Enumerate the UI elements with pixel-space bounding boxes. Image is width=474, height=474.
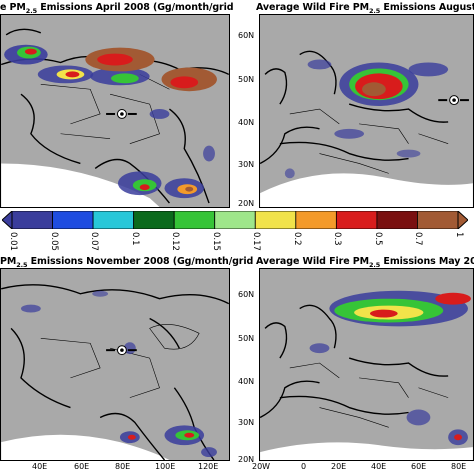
map-bottom-right (260, 290, 473, 460)
map-panel-top-right (259, 14, 474, 208)
colorbar-tick-label: 0.3 (332, 232, 343, 246)
y-tick-br-4: 20N (238, 455, 255, 464)
colorbar-segments (11, 211, 459, 229)
x-tick-bl-4: 120E (198, 462, 219, 471)
colorbar-tick-label: 0.7 (413, 232, 424, 246)
y-tick-tr-1: 50N (238, 75, 255, 84)
colorbar-tick-label: 0.07 (89, 232, 100, 251)
colorbar-tick-label: 0.05 (48, 232, 59, 251)
x-tick-bl-0: 40E (32, 462, 48, 471)
colorbar-segment (417, 211, 459, 229)
colorbar-tick-label: 0.17 (251, 232, 262, 251)
colorbar-tick-label: 0.1 (129, 232, 140, 246)
colorbar-segment (295, 211, 337, 229)
panel-title-bottom-left: PM2.5 Emissions November 2008 (Gg/month/… (0, 256, 254, 269)
target-marker-icon (106, 109, 137, 119)
map-top-right (260, 50, 473, 207)
colorbar-tick-label: 0.01 (8, 232, 18, 251)
colorbar-tick-label: 1 (454, 232, 464, 238)
x-tick-br-2: 20E (331, 462, 347, 471)
map-panel-bottom-left (0, 268, 230, 461)
target-marker-icon (106, 345, 137, 356)
x-tick-bl-3: 100E (155, 462, 176, 471)
colorbar-tick-label: 0.15 (210, 232, 221, 251)
y-tick-tr-2: 40N (238, 118, 255, 127)
colorbar-segment (173, 211, 216, 229)
y-tick-br-2: 40N (238, 377, 255, 386)
colorbar-segment (11, 211, 53, 229)
y-tick-tr-3: 30N (238, 160, 255, 169)
y-tick-tr-4: 20N (238, 199, 255, 208)
panel-title-bottom-right: Average Wild Fire PM2.5 Emissions May 20… (256, 256, 474, 269)
y-tick-tr-0: 60N (238, 31, 255, 40)
colorbar-segment (254, 211, 297, 229)
colorbar-tick-label: 0.2 (291, 232, 302, 246)
colorbar-segment (52, 211, 94, 229)
emission-blobs (20, 290, 217, 458)
y-tick-br-1: 50N (238, 334, 255, 343)
x-tick-br-5: 80E (451, 462, 467, 471)
colorbar-segment (133, 211, 175, 229)
x-tick-br-1: 0 (301, 462, 307, 471)
colorbar-tick-label: 0.12 (170, 232, 181, 251)
x-tick-bl-1: 60E (74, 462, 90, 471)
emission-blobs (284, 59, 449, 179)
emission-blobs (4, 44, 217, 199)
y-tick-br-0: 60N (238, 290, 255, 299)
map-bottom-left (1, 284, 229, 460)
colorbar-segment (376, 211, 418, 229)
x-tick-br-3: 40E (371, 462, 387, 471)
x-tick-br-4: 60E (411, 462, 427, 471)
y-tick-br-3: 30N (238, 418, 255, 427)
emission-blobs (309, 290, 471, 446)
x-tick-bl-2: 80E (115, 462, 131, 471)
panel-title-top-left: e PM2.5 Emissions April 2008 (Gg/month/g… (0, 2, 234, 15)
colorbar-segment (214, 211, 256, 229)
map-top-left (1, 28, 229, 207)
colorbar-tick-label: 0.5 (372, 232, 383, 246)
map-panel-bottom-right (259, 268, 474, 461)
panel-title-top-right: Average Wild Fire PM2.5 Emissions August… (256, 2, 474, 15)
colorbar-segment (335, 211, 378, 229)
colorbar (2, 211, 468, 229)
colorbar-segment (92, 211, 135, 229)
map-panel-top-left (0, 14, 230, 208)
target-marker-icon (438, 95, 469, 106)
x-tick-br-0: 20W (252, 462, 271, 471)
